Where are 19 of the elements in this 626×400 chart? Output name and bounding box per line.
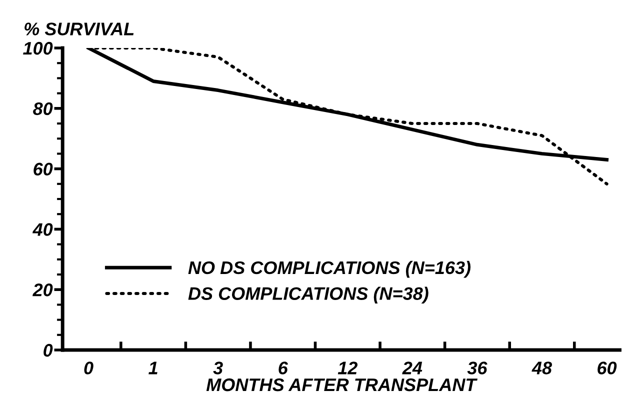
x-tick-label: 24 (402, 362, 422, 374)
y-axis-title: % SURVIVAL (24, 22, 134, 36)
x-tick-label: 1 (148, 362, 158, 374)
legend-label: DS COMPLICATIONS (N=38) (188, 286, 428, 304)
x-tick-label: 0 (84, 362, 94, 374)
x-tick-label: 6 (278, 362, 288, 374)
y-tick-label: 20 (32, 284, 53, 296)
x-tick-label: 12 (338, 362, 358, 374)
y-tick-label: 80 (33, 102, 53, 116)
x-tick-label: 60 (598, 362, 617, 374)
x-axis-title: MONTHS AFTER TRANSPLANT (206, 378, 478, 392)
x-tick-label: 36 (467, 362, 488, 374)
x-tick-label: 48 (532, 362, 552, 374)
y-tick-label: 100 (23, 42, 53, 55)
y-tick-label: 40 (32, 223, 53, 236)
x-tick-label: 3 (213, 362, 223, 374)
y-tick-label: 60 (34, 162, 53, 176)
y-tick-label: 0 (44, 344, 53, 357)
legend-label: NO DS COMPLICATIONS (N=163) (188, 260, 471, 278)
